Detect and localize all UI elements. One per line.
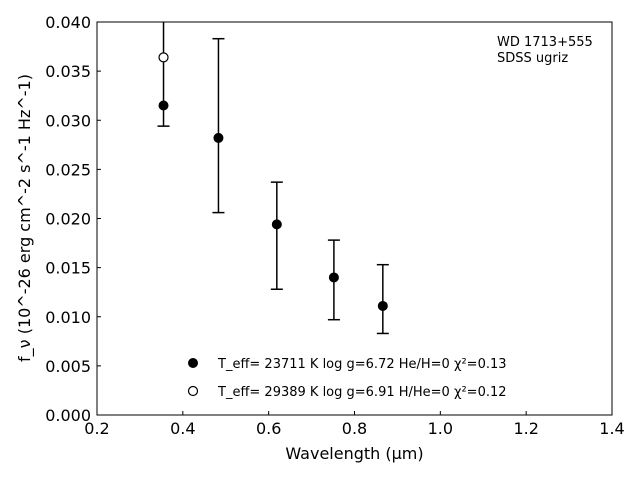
y-tick-label-8: 0.040 <box>45 13 91 32</box>
data-marks <box>157 22 389 335</box>
legend-entry-open: T_eff= 29389 K log g=6.91 H/He=0 χ²=0.12 <box>217 385 507 400</box>
x-tick-label-6: 1.4 <box>599 419 624 438</box>
x-tick-label-4: 1.0 <box>428 419 453 438</box>
x-tick-label-1: 0.4 <box>170 419 195 438</box>
annotation-line-2: SDSS ugriz <box>497 51 568 66</box>
y-tick-label-1: 0.005 <box>45 357 91 376</box>
x-tick-label-3: 0.8 <box>342 419 367 438</box>
y-tick-label-6: 0.030 <box>45 111 91 130</box>
legend: T_eff= 23711 K log g=6.72 He/H=0 χ²=0.13… <box>187 357 507 400</box>
data-point-filled-1 <box>213 132 224 143</box>
data-point-filled-3 <box>328 272 339 283</box>
x-tick-label-0: 0.2 <box>84 419 109 438</box>
legend-marker-open <box>187 385 199 397</box>
x-tick-label-5: 1.2 <box>513 419 538 438</box>
data-point-filled-0 <box>158 100 169 111</box>
data-point-filled-2 <box>271 219 282 230</box>
x-tick-label-2: 0.6 <box>256 419 281 438</box>
data-point-filled-4 <box>377 300 388 311</box>
y-tick-label-3: 0.015 <box>45 259 91 278</box>
axis-ticks: 0.2 0.4 0.6 0.8 1.0 1.2 1.4 0.000 0.005 0.010 0.01… <box>45 13 625 438</box>
x-axis-label: Wavelength (μm) <box>285 444 423 463</box>
data-point-open-0 <box>158 52 169 63</box>
y-tick-label-5: 0.025 <box>45 160 91 179</box>
legend-marker-filled <box>188 358 198 368</box>
y-tick-label-7: 0.035 <box>45 62 91 81</box>
y-tick-label-2: 0.010 <box>45 308 91 327</box>
legend-entry-filled: T_eff= 23711 K log g=6.72 He/H=0 χ²=0.13 <box>217 357 507 372</box>
y-tick-label-0: 0.000 <box>45 406 91 425</box>
annotation-line-1: WD 1713+555 <box>497 35 593 50</box>
y-tick-label-4: 0.020 <box>45 210 91 229</box>
y-axis-label: f_ν (10^-26 erg cm^-2 s^-1 Hz^-1) <box>15 74 35 362</box>
